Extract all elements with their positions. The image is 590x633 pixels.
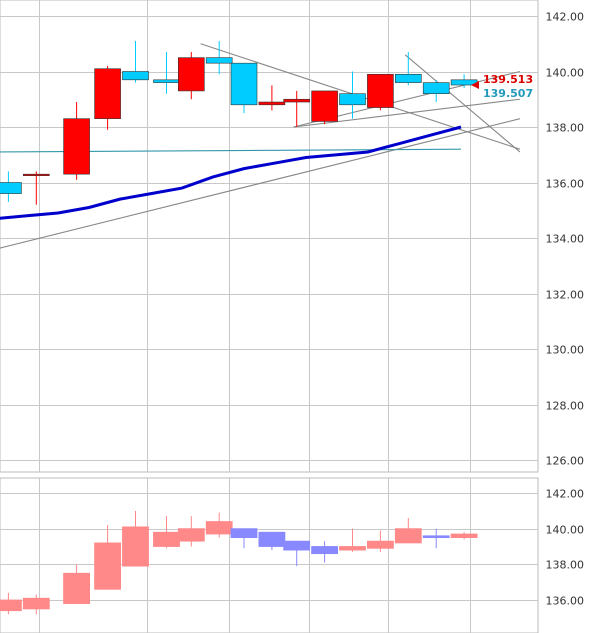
trend-line [404, 54, 521, 153]
y-tick-label: 136.00 [546, 178, 585, 191]
moving-average-line [0, 125, 462, 220]
y-tick-label: 128.00 [546, 400, 585, 413]
candle-body [0, 182, 22, 194]
candle-body [22, 597, 50, 610]
candle-body [94, 542, 121, 590]
candle-body [311, 90, 338, 122]
plot-frame [0, 477, 539, 633]
candle-body [22, 173, 50, 176]
price-marker [471, 81, 479, 90]
candle-body [205, 57, 233, 64]
price-label: 139.513 [483, 73, 533, 86]
candle-body [366, 540, 394, 549]
y-tick-label: 136.00 [546, 595, 585, 608]
candle-body [177, 528, 205, 542]
candle-body [339, 93, 366, 106]
candle-body [230, 62, 258, 106]
y-tick-label: 140.00 [546, 67, 585, 80]
candle-body [0, 599, 22, 612]
candle-body [258, 531, 286, 547]
candle-body [153, 79, 180, 83]
candle-body [311, 546, 339, 555]
candle-body [178, 57, 205, 92]
candle-body [283, 540, 311, 551]
plot-frame [0, 0, 539, 473]
candle-body [339, 546, 366, 551]
candle-body [394, 528, 422, 544]
main-chart-panel: 142.00 140.00 138.00 136.00 134.00 132.00 130.… [0, 0, 585, 473]
candle-body [122, 71, 149, 81]
candle-body [63, 118, 90, 175]
trend-line [293, 98, 520, 128]
y-tick-label: 130.00 [546, 344, 585, 357]
candle-body [94, 68, 121, 119]
candle-body [230, 528, 258, 538]
y-tick-label: 132.00 [546, 289, 585, 302]
y-tick-label: 134.00 [546, 233, 585, 246]
candle-body [422, 535, 450, 538]
y-tick-label: 138.00 [546, 122, 585, 135]
candle-body [394, 73, 422, 83]
candle-body [122, 526, 149, 567]
candle-body [450, 533, 478, 538]
candle-body [205, 521, 233, 535]
lower-chart-panel: 142.00 140.00 138.00 136.00 [0, 477, 585, 633]
candle-body [153, 531, 180, 547]
y-tick-label: 140.00 [546, 524, 585, 537]
candle-body [367, 73, 394, 108]
candle-body [422, 82, 450, 94]
y-tick-label: 138.00 [546, 559, 585, 572]
price-label: 139.507 [483, 87, 533, 100]
candle-body [283, 98, 311, 103]
trend-line [0, 118, 521, 249]
y-tick-label: 126.00 [546, 455, 585, 468]
candle-body [258, 101, 286, 106]
y-tick-label: 142.00 [546, 488, 585, 501]
candle-body [63, 572, 90, 604]
y-tick-label: 142.00 [546, 11, 585, 24]
